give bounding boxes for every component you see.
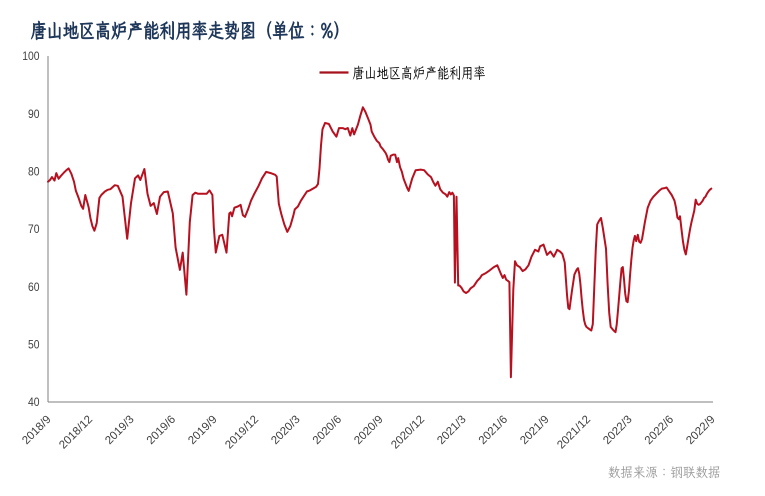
svg-text:60: 60 (28, 281, 40, 294)
svg-text:70: 70 (28, 224, 40, 237)
svg-text:100: 100 (22, 51, 39, 64)
svg-text:90: 90 (28, 108, 40, 121)
svg-text:50: 50 (28, 339, 40, 352)
svg-text:40: 40 (28, 397, 40, 410)
svg-text:80: 80 (28, 166, 40, 179)
